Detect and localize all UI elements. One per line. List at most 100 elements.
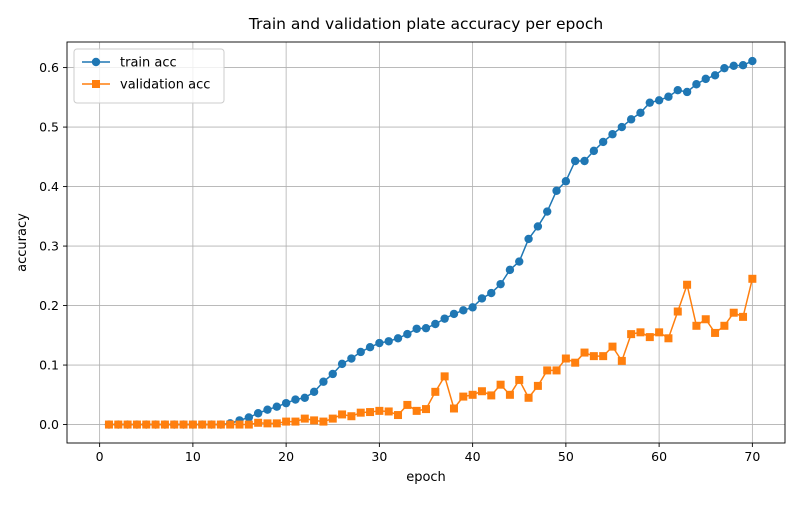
- data-point: [104, 420, 113, 429]
- data-point: [598, 137, 608, 147]
- data-point: [599, 352, 608, 361]
- data-point: [384, 337, 393, 346]
- data-point: [412, 324, 421, 333]
- data-point: [328, 369, 337, 379]
- data-point: [207, 420, 216, 429]
- data-point: [459, 392, 468, 401]
- data-point: [487, 288, 496, 298]
- data-point: [654, 96, 664, 105]
- data-point: [291, 417, 300, 426]
- data-point: [123, 420, 132, 429]
- legend: train acc validation acc: [73, 48, 225, 104]
- grid: [67, 42, 785, 443]
- data-point: [375, 338, 384, 348]
- data-point: [449, 309, 459, 319]
- data-point: [421, 323, 431, 333]
- data-point: [561, 354, 570, 363]
- data-point: [393, 334, 403, 343]
- data-point: [347, 354, 356, 363]
- data-point: [748, 274, 757, 283]
- data-point: [431, 319, 440, 329]
- data-point: [309, 387, 319, 397]
- data-point: [552, 366, 561, 375]
- data-point: [356, 408, 365, 417]
- chart-title: Train and validation plate accuracy per …: [248, 15, 603, 33]
- data-point: [440, 372, 449, 381]
- data-point: [627, 330, 636, 339]
- data-point: [440, 314, 449, 323]
- data-point: [160, 420, 169, 429]
- plot-frame: [66, 41, 786, 444]
- legend-label: validation acc: [120, 78, 210, 93]
- data-point: [515, 257, 524, 266]
- data-point: [701, 315, 710, 324]
- y-tick-label: 0.5: [39, 120, 59, 135]
- data-point: [487, 391, 496, 400]
- data-point: [496, 380, 505, 389]
- data-point: [272, 402, 282, 411]
- data-point: [282, 417, 291, 426]
- data-point: [477, 387, 486, 396]
- data-point: [254, 418, 263, 427]
- data-point: [533, 381, 542, 390]
- x-tick-label: 40: [465, 449, 481, 464]
- data-point: [263, 405, 272, 414]
- data-point: [216, 420, 225, 429]
- data-point: [403, 329, 412, 339]
- series-validation-acc: [104, 274, 757, 429]
- legend-box: [73, 48, 225, 104]
- data-point: [515, 375, 524, 384]
- data-point: [337, 359, 347, 369]
- data-point: [328, 414, 337, 423]
- data-point: [580, 348, 589, 357]
- data-point: [422, 405, 430, 414]
- data-point: [394, 411, 403, 420]
- data-point: [645, 333, 654, 342]
- data-point: [738, 61, 748, 70]
- data-point: [748, 56, 757, 66]
- data-point: [235, 420, 244, 429]
- data-point: [655, 328, 664, 337]
- series-layer: [104, 56, 757, 429]
- data-point: [291, 395, 300, 404]
- data-point: [319, 417, 328, 426]
- data-point: [664, 334, 673, 343]
- data-point: [543, 366, 552, 375]
- data-point: [505, 390, 514, 399]
- data-point: [673, 85, 682, 95]
- data-point: [571, 358, 580, 367]
- data-point: [673, 307, 682, 316]
- data-point: [114, 420, 123, 429]
- data-point: [589, 352, 598, 361]
- data-point: [636, 328, 645, 337]
- data-point: [570, 156, 580, 166]
- data-point: [300, 393, 309, 402]
- data-point: [375, 406, 384, 415]
- data-point: [384, 407, 393, 416]
- data-point: [589, 146, 599, 156]
- data-point: [664, 92, 673, 101]
- x-tick-label: 70: [744, 449, 760, 464]
- data-point: [244, 413, 254, 422]
- data-point: [701, 74, 710, 84]
- data-point: [692, 321, 701, 330]
- x-tick-label: 10: [185, 449, 201, 464]
- y-tick-label: 0.0: [39, 417, 59, 432]
- data-point: [533, 222, 543, 231]
- data-point: [552, 186, 561, 195]
- data-point: [188, 420, 197, 429]
- x-tick-label: 20: [278, 449, 294, 464]
- data-point: [645, 98, 654, 107]
- data-point: [496, 279, 505, 289]
- data-point: [198, 420, 207, 429]
- data-point: [683, 280, 692, 289]
- data-point: [720, 321, 729, 330]
- x-tick-label: 60: [651, 449, 667, 464]
- legend-marker: [92, 80, 100, 88]
- data-point: [142, 420, 151, 429]
- data-point: [253, 409, 263, 418]
- y-tick-label: 0.4: [39, 179, 59, 194]
- data-point: [729, 61, 738, 70]
- data-point: [626, 115, 636, 124]
